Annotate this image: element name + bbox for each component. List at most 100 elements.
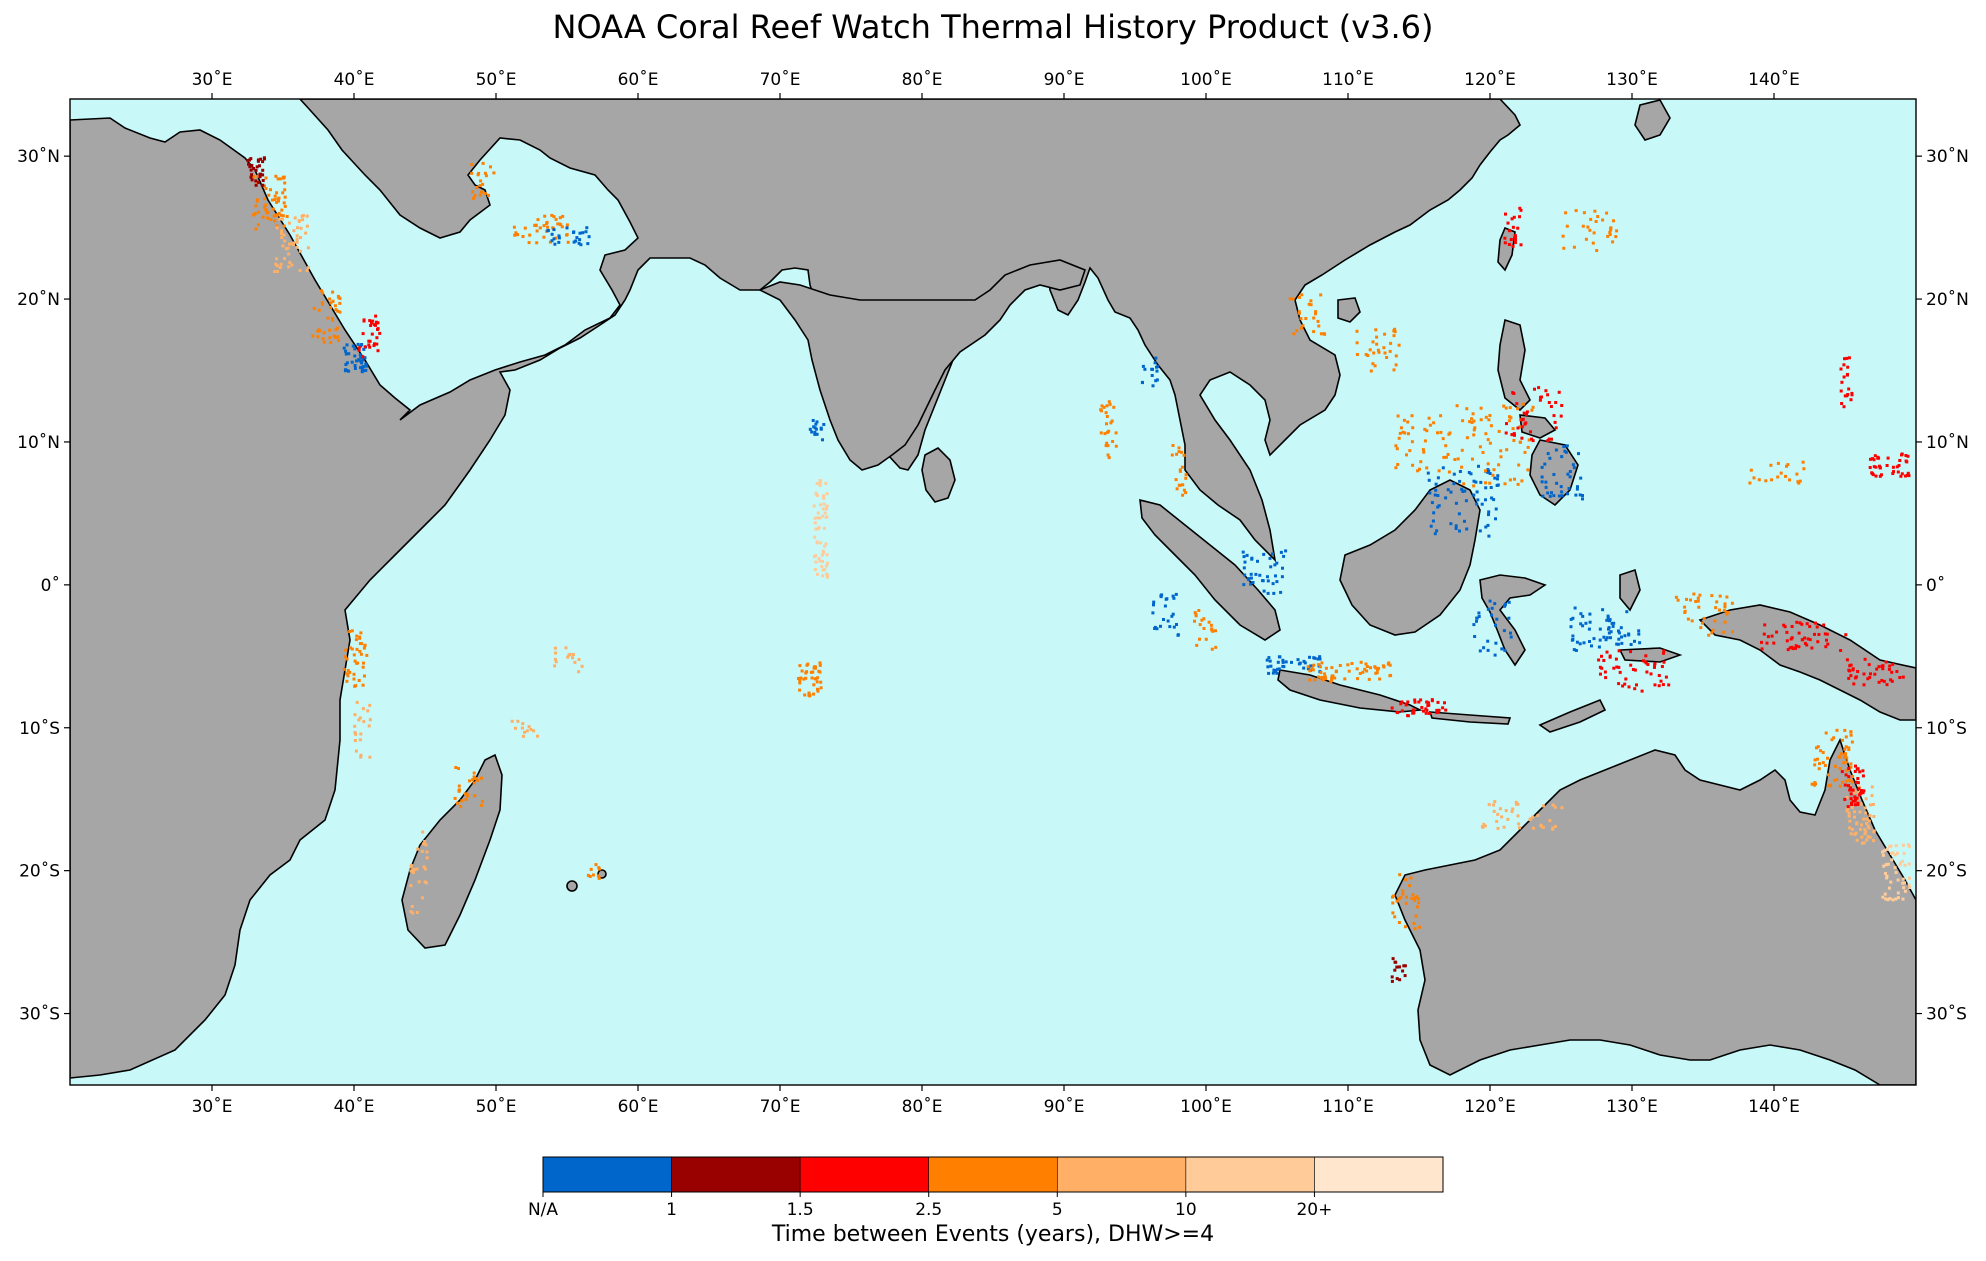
reef-pixel — [1198, 637, 1201, 641]
reef-pixel — [1581, 497, 1584, 501]
reef-pixel — [1885, 683, 1889, 687]
reef-pixel — [1401, 969, 1405, 973]
reef-pixel — [370, 321, 373, 325]
reef-pixel — [1554, 426, 1558, 430]
reef-pixel — [1850, 740, 1854, 744]
reef-pixel — [1838, 767, 1842, 770]
reef-pixel — [1523, 422, 1527, 426]
land-mauritius — [566, 880, 578, 892]
reef-pixel — [273, 198, 277, 202]
reef-pixel — [1550, 437, 1553, 441]
reef-pixel — [283, 188, 287, 192]
reef-pixel — [1723, 605, 1727, 609]
reef-pixel — [1272, 591, 1276, 595]
reef-pixel — [1099, 408, 1103, 412]
reef-pixel — [1620, 635, 1623, 639]
reef-pixel — [344, 352, 348, 356]
reef-pixel — [1394, 354, 1398, 358]
reef-pixel — [1886, 862, 1890, 866]
lon-label-bottom-10: 130˚E — [1606, 1096, 1658, 1117]
reef-pixel — [1661, 683, 1665, 687]
reef-pixel — [372, 344, 376, 347]
reef-pixel — [1452, 472, 1456, 476]
reef-pixel — [821, 507, 825, 511]
land-eurasia-africa — [70, 99, 1521, 1079]
reef-pixel — [1867, 826, 1871, 830]
reef-pixel — [1193, 619, 1196, 623]
reef-pixel — [1898, 459, 1902, 462]
reef-pixel — [1723, 620, 1727, 624]
reef-pixel — [818, 516, 822, 520]
reef-pixel — [1397, 343, 1401, 347]
reef-pixel — [1849, 832, 1853, 836]
reef-pixel — [473, 194, 477, 197]
reef-pixel — [1441, 466, 1445, 470]
reef-pixel — [275, 191, 279, 195]
reef-pixel — [299, 226, 303, 230]
reef-pixel — [1518, 440, 1522, 444]
reef-pixel — [1903, 889, 1907, 893]
reef-pixel — [365, 653, 369, 657]
reef-pixel — [1888, 897, 1892, 900]
reef-pixel — [1114, 444, 1118, 448]
reef-pixel — [1284, 660, 1288, 664]
reef-pixel — [369, 324, 373, 327]
reef-pixel — [1389, 341, 1393, 345]
reef-pixel — [1845, 809, 1849, 813]
reef-pixel — [368, 755, 372, 759]
reef-pixel — [1833, 778, 1836, 782]
reef-pixel — [808, 693, 812, 697]
reef-pixel — [1275, 580, 1279, 584]
reef-pixel — [1623, 634, 1627, 638]
reef-pixel — [1531, 826, 1535, 830]
reef-pixel — [1395, 711, 1399, 714]
reef-pixel — [273, 194, 277, 198]
colorbar-tick-label-5: 10 — [1175, 1200, 1197, 1220]
lat-label-right-1: 20˚N — [1926, 289, 1969, 310]
reef-pixel — [1432, 511, 1436, 515]
reef-pixel — [357, 358, 361, 362]
reef-pixel — [1846, 373, 1849, 376]
reef-pixel — [1903, 881, 1907, 885]
reef-pixel — [346, 669, 350, 672]
lat-label-right-0: 30˚N — [1926, 146, 1969, 167]
reef-pixel — [1436, 476, 1440, 480]
reef-pixel — [305, 214, 309, 218]
reef-pixel — [1496, 477, 1499, 481]
reef-pixel — [1862, 789, 1866, 793]
reef-pixel — [1844, 745, 1848, 749]
reef-pixel — [1401, 892, 1405, 896]
reef-pixel — [1805, 622, 1809, 626]
reef-pixel — [1551, 826, 1555, 830]
reef-pixel — [423, 840, 427, 843]
reef-pixel — [1484, 469, 1487, 473]
reef-pixel — [1427, 712, 1431, 715]
reef-pixel — [264, 176, 268, 180]
reef-pixel — [1850, 780, 1854, 784]
reef-pixel — [1482, 822, 1486, 826]
reef-pixel — [1802, 467, 1806, 471]
reef-pixel — [578, 231, 582, 235]
reef-pixel — [819, 503, 822, 507]
reef-pixel — [306, 246, 310, 250]
reef-pixel — [410, 905, 414, 908]
reef-pixel — [510, 719, 514, 723]
reef-pixel — [280, 231, 283, 235]
reef-pixel — [1569, 617, 1573, 621]
reef-pixel — [1571, 634, 1575, 638]
reef-pixel — [1514, 238, 1517, 242]
reef-pixel — [586, 873, 590, 877]
reef-pixel — [1885, 874, 1889, 878]
reef-pixel — [1617, 665, 1621, 669]
reef-pixel — [1143, 367, 1147, 371]
reef-pixel — [1446, 453, 1450, 456]
reef-pixel — [1623, 682, 1627, 686]
reef-pixel — [1867, 819, 1871, 823]
reef-pixel — [470, 163, 474, 166]
reef-pixel — [812, 504, 816, 508]
reef-pixel — [1355, 667, 1359, 671]
reef-pixel — [473, 794, 477, 798]
reef-pixel — [1861, 841, 1864, 845]
reef-pixel — [1443, 701, 1446, 705]
reef-pixel — [1458, 529, 1461, 533]
